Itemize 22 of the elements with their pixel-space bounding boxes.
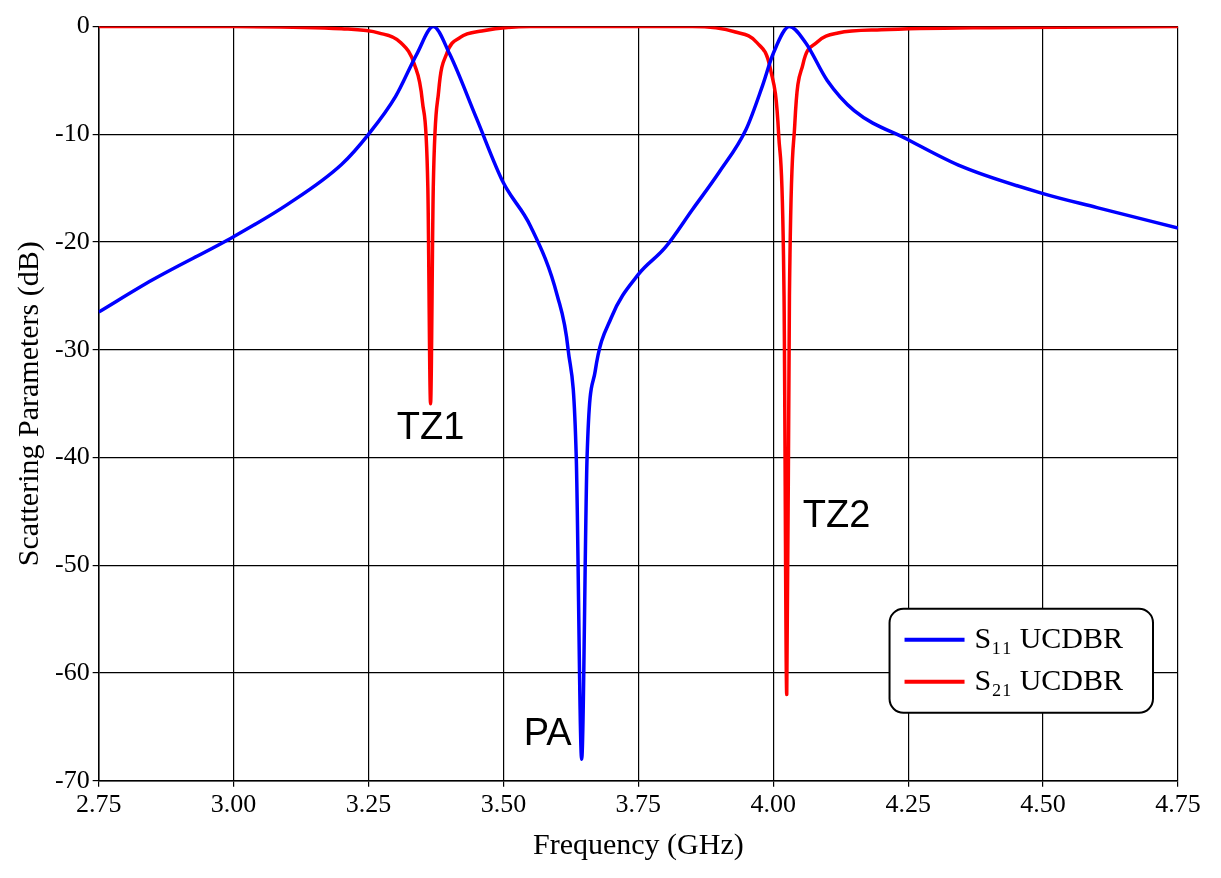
y-tick-label: -30 <box>54 333 90 363</box>
x-tick-label: 3.00 <box>210 789 257 819</box>
y-tick-label: -50 <box>54 549 90 579</box>
y-tick-label: -40 <box>54 441 90 471</box>
x-tick-label: 4.75 <box>1155 789 1201 819</box>
x-tick-label: 3.75 <box>615 789 662 819</box>
legend-label: S₁₁ UCDBR <box>974 620 1124 654</box>
y-tick-label: 0 <box>76 10 90 40</box>
y-axis-title: Scattering Parameters (dB) <box>10 241 45 567</box>
x-tick-label: 3.25 <box>345 789 392 819</box>
x-tick-label: 3.50 <box>480 789 527 819</box>
annotation: TZ2 <box>802 492 871 535</box>
x-tick-label: 4.50 <box>1020 789 1066 819</box>
y-tick-label: -10 <box>54 118 90 148</box>
x-tick-label: 4.25 <box>885 789 931 819</box>
x-axis-title: Frequency (GHz) <box>532 826 744 861</box>
annotation: TZ1 <box>396 405 465 448</box>
x-tick-label: 4.00 <box>750 789 796 819</box>
y-tick-label: -60 <box>54 656 90 686</box>
annotation: PA <box>523 710 573 753</box>
legend-label: S₂₁ UCDBR <box>974 662 1124 696</box>
y-tick-label: -20 <box>54 225 90 255</box>
